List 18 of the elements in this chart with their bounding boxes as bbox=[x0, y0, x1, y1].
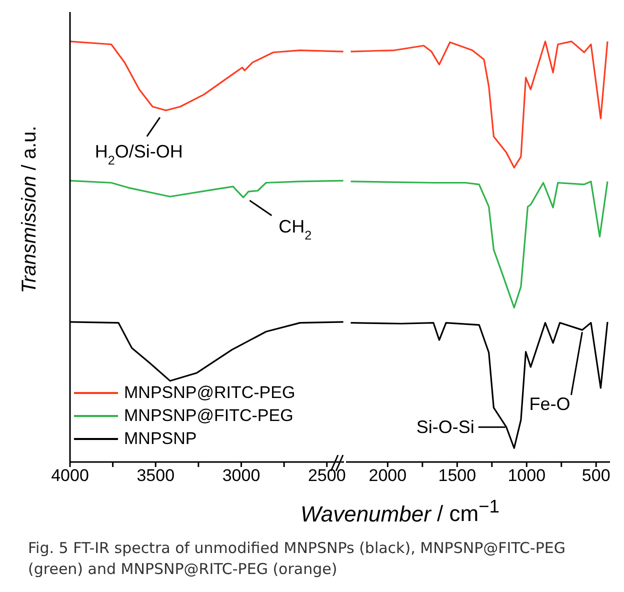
x-tick-label: 4000 bbox=[51, 466, 89, 486]
x-tick-label: 1500 bbox=[438, 466, 476, 486]
x-tick-label: 2000 bbox=[368, 466, 407, 486]
x-axis-title: Wavenumber / cm$^{−1}$ bbox=[300, 496, 500, 526]
legend-label: MNPSNP@FITC-PEG bbox=[124, 406, 294, 426]
x-tick-label: 1000 bbox=[508, 466, 546, 486]
legend-label: MNPSNP bbox=[124, 428, 197, 448]
x-tick-label: 500 bbox=[582, 466, 610, 486]
annotation: H$_{2}$O/Si-OH bbox=[94, 141, 183, 168]
y-axis-title: Transmission / a.u. bbox=[18, 126, 40, 294]
annotation: Si-O-Si bbox=[416, 417, 474, 438]
annotation: Fe-O bbox=[529, 394, 570, 414]
x-tick-label: 3500 bbox=[136, 466, 175, 486]
annotation: CH$_{2}$ bbox=[278, 216, 312, 242]
x-tick-label: 3000 bbox=[222, 466, 260, 486]
legend-label: MNPSNP@RITC-PEG bbox=[124, 382, 296, 402]
caption: Fig. 5 FT-IR spectra of unmodified MNPSNPs (black), MNPSNP@FITC-PEG (green) and MNPSNP@RITC-PEG (orange) bbox=[28, 538, 566, 580]
x-tick-label: 2500 bbox=[308, 466, 346, 486]
